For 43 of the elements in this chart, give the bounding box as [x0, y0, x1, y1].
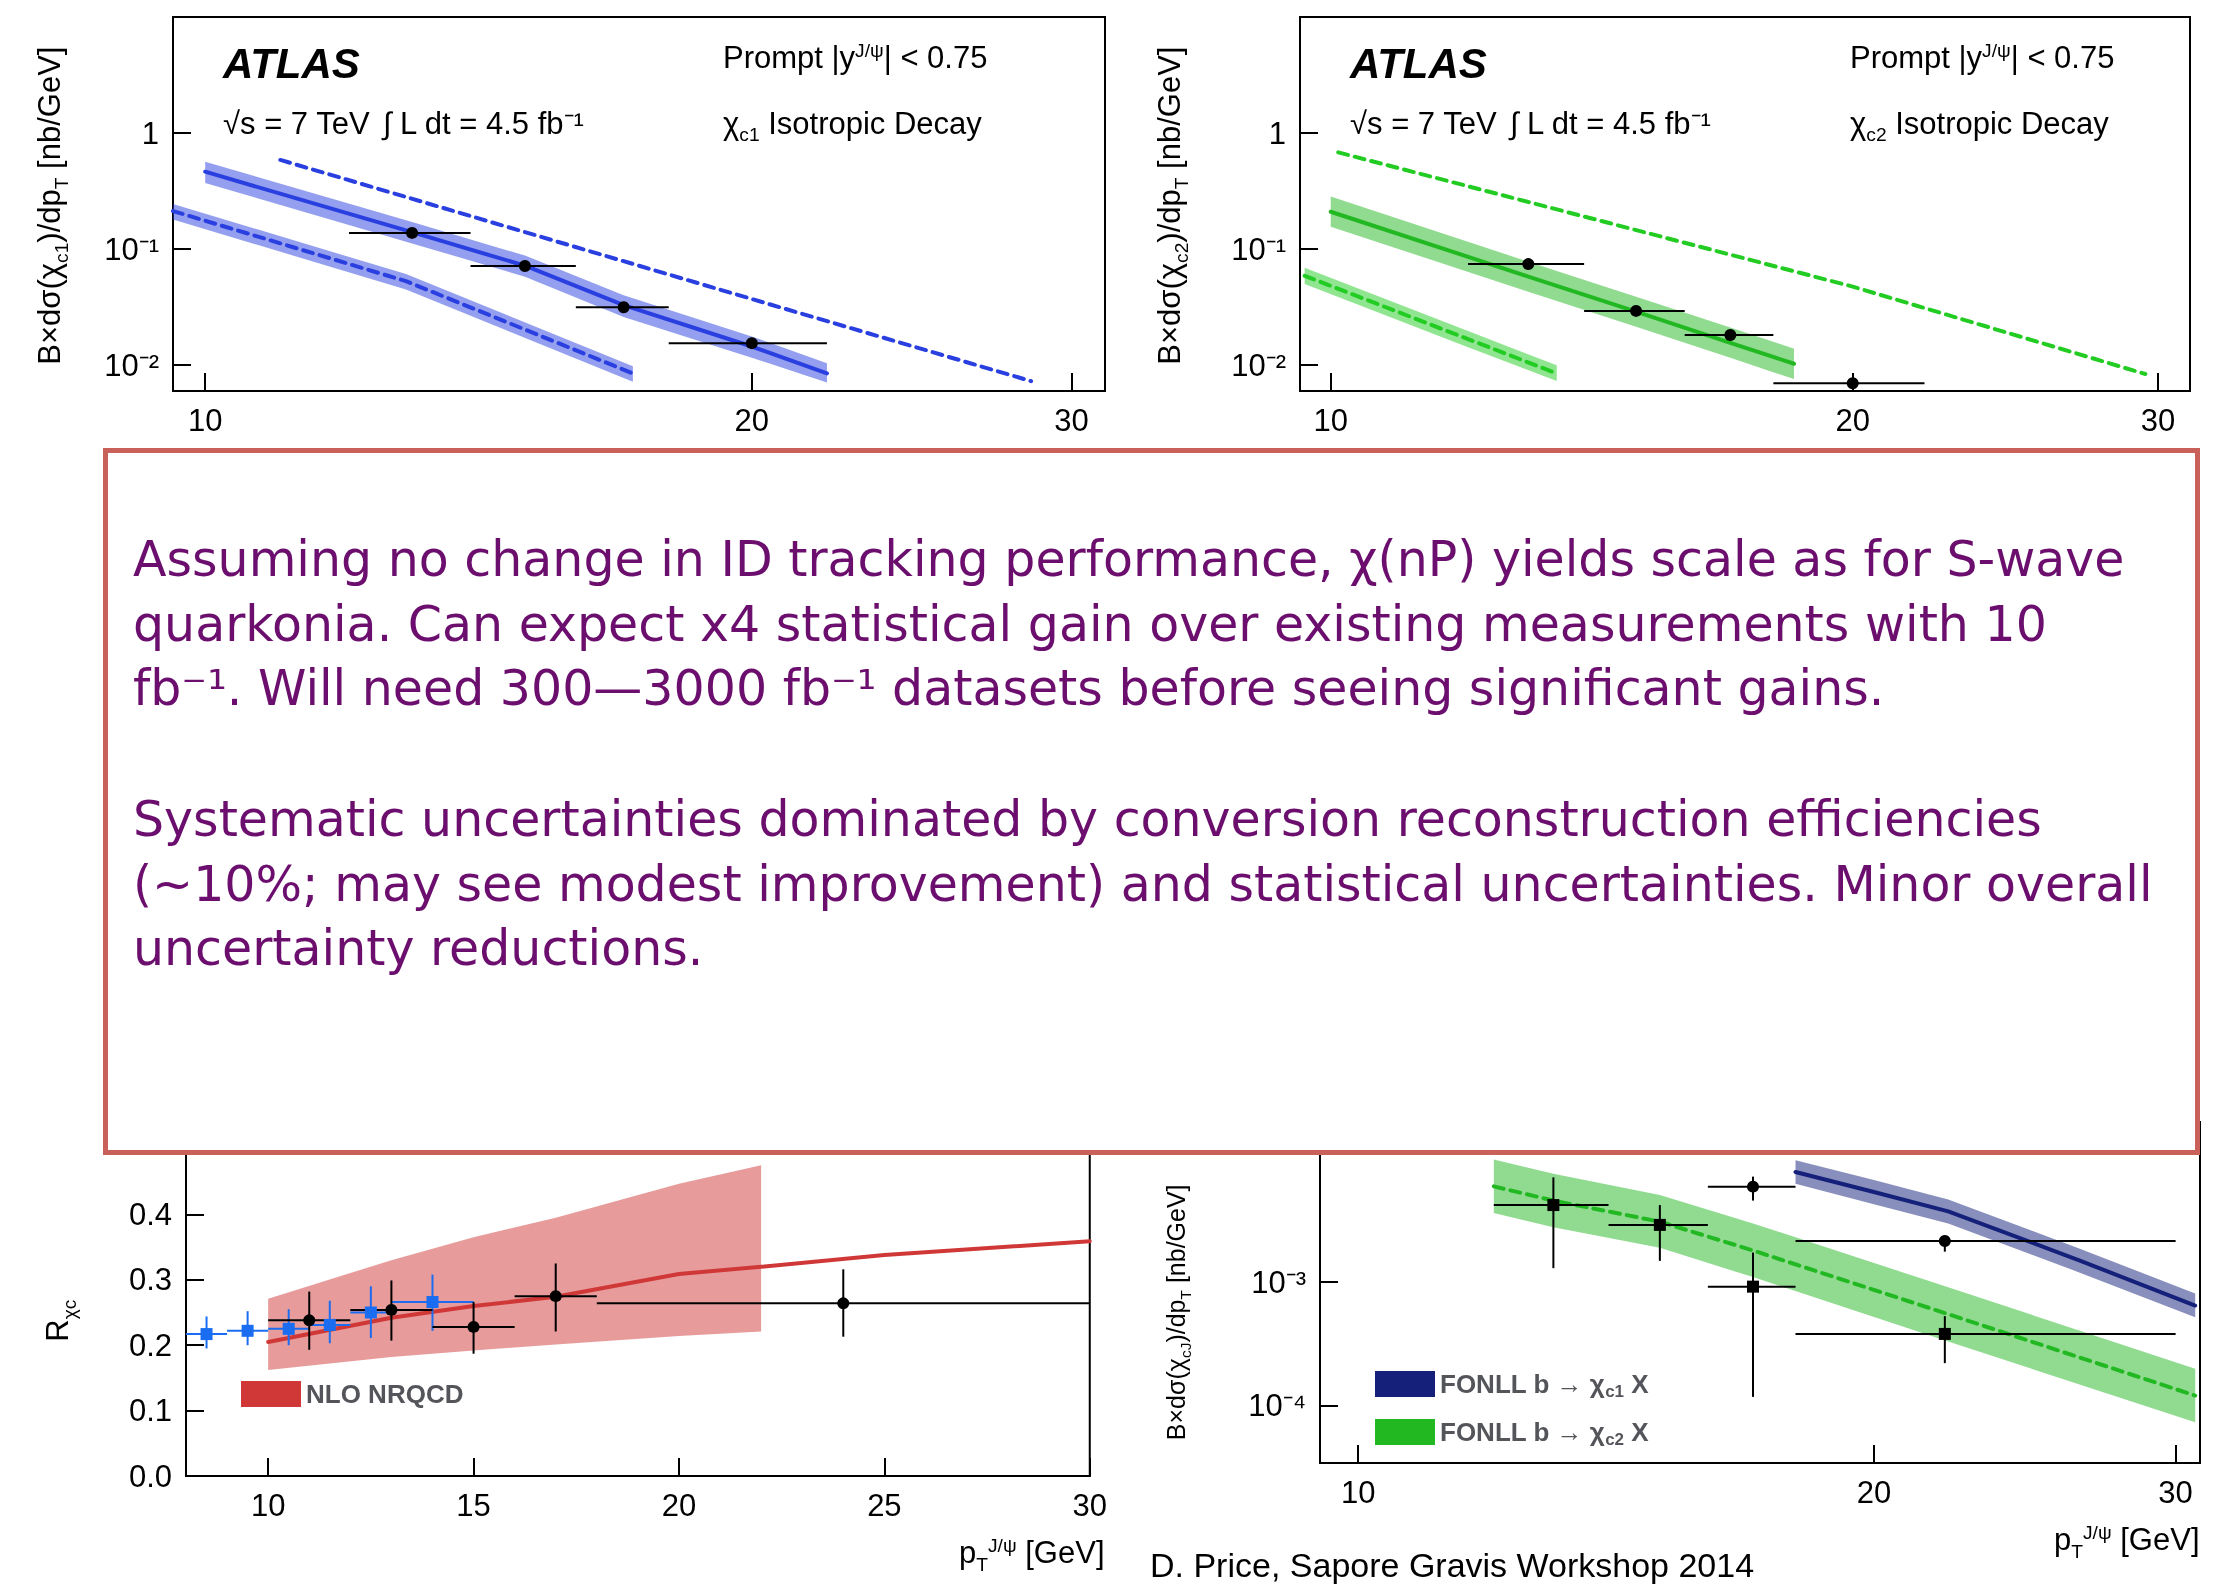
x-tick-label: 15 [456, 1488, 491, 1523]
text: Systematic uncertainties dominated by conversion reconstruction efficiencies (~10%; may see modest improvement) and statistical uncertainties. Minor overall uncertainty reductions. [133, 790, 2154, 980]
annotation: Prompt |y$^{J/ψ}$| < 0.75 [723, 39, 988, 77]
y-tick-label: 0.0 [128, 1458, 172, 1494]
y-tick-label: 10⁻² [104, 347, 159, 383]
x-tick-label: 10 [187, 403, 223, 438]
y-tick-label: 10⁻² [1231, 347, 1286, 383]
annotation: √s = 7 TeV [223, 105, 370, 143]
x-axis-title: p$_{T}$$^{J/ψ}$ [GeV] [959, 1534, 1105, 1576]
annotation: ∫ L dt = 4.5 fb⁻¹ [383, 105, 584, 143]
legend-label: NLO NRQCD [306, 1379, 464, 1409]
x-tick-label: 20 [734, 403, 770, 438]
annotation: Prompt |y$^{J/ψ}$| < 0.75 [1850, 39, 2115, 77]
x-tick-label: 30 [2158, 1475, 2193, 1510]
y-tick-label: 1 [141, 115, 159, 151]
annotation: ATLAS [223, 39, 360, 89]
text: D. Price, Sapore Gravis Workshop 2014 [1150, 1545, 1755, 1586]
x-tick-label: 20 [1856, 1475, 1892, 1510]
annotation: ATLAS [1350, 39, 1487, 89]
text: Assuming no change in ID tracking performance, χ(nP) yields scale as for S-wave quarkonia. Can expect x4 statistical gain over existing measurements with 10 fb⁻¹. Will need 300—3000 fb⁻¹ datasets before seeing significant gains. [133, 530, 2126, 720]
y-tick-label: 0.1 [128, 1393, 172, 1429]
y-tick-label: 1 [1268, 115, 1286, 151]
annotation: √s = 7 TeV [1350, 105, 1497, 143]
x-tick-label: 20 [1835, 403, 1870, 438]
y-tick-label: 10⁻³ [1251, 1264, 1306, 1300]
y-tick-label: 10⁻⁴ [1248, 1387, 1306, 1423]
x-axis-title: p$_{T}$$^{J/ψ}$ [GeV] [2054, 1521, 2200, 1563]
y-tick-label: 0.2 [128, 1327, 172, 1363]
y-tick-label: 0.3 [128, 1262, 172, 1298]
y-tick-label: 0.4 [128, 1196, 172, 1232]
x-tick-label: 30 [1054, 403, 1089, 438]
x-tick-label: 20 [661, 1488, 697, 1523]
annotation: χ$_{c1}$ Isotropic Decay [723, 105, 982, 147]
y-tick-label: 10⁻¹ [104, 231, 159, 267]
x-tick-label: 25 [867, 1488, 902, 1523]
x-tick-label: 10 [1340, 1475, 1376, 1510]
x-tick-label: 10 [250, 1488, 286, 1523]
annotation: ∫ L dt = 4.5 fb⁻¹ [1510, 105, 1711, 143]
y-tick-label: 10⁻¹ [1231, 231, 1286, 267]
x-tick-label: 10 [1313, 403, 1348, 438]
x-tick-label: 30 [1072, 1488, 1107, 1523]
annotation: χ$_{c2}$ Isotropic Decay [1850, 105, 2109, 147]
x-tick-label: 30 [2140, 403, 2176, 438]
